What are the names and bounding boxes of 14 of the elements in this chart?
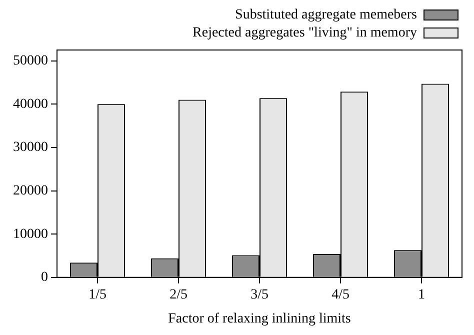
y-tick-label: 50000: [13, 54, 48, 68]
x-tick-label: 1/5: [88, 287, 106, 302]
x-tick-label: 4/5: [332, 287, 350, 302]
x-tick-label: 3/5: [250, 287, 268, 302]
x-axis-title: Factor of relaxing inlining limits: [168, 311, 351, 326]
y-tick-label: 10000: [13, 226, 48, 242]
y-tick-label: 30000: [13, 140, 48, 156]
legend-label: Substituted aggregate memebers: [235, 8, 417, 23]
y-tick-label: 20000: [13, 183, 48, 198]
x-tick-label: 1: [418, 287, 425, 302]
y-tick-label: 40000: [13, 96, 48, 112]
y-tick-label: 0: [41, 270, 48, 286]
x-tick-label: 2/5: [170, 287, 188, 302]
legend-label: Rejected aggregates "living" in memory: [192, 26, 417, 41]
